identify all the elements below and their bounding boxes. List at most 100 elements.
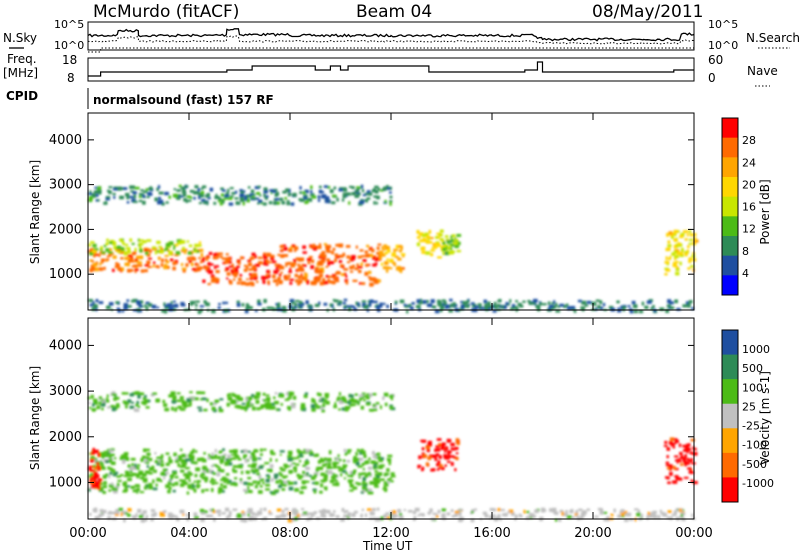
heatmap-cell	[333, 299, 339, 303]
heatmap-cell	[183, 198, 187, 202]
heatmap-cell	[686, 458, 690, 462]
heatmap-cell	[270, 405, 276, 410]
heatmap-cell	[211, 488, 214, 492]
heatmap-cell	[369, 282, 374, 287]
heatmap-cell	[98, 513, 102, 518]
heatmap-cell	[96, 482, 100, 487]
heatmap-cell	[288, 486, 294, 491]
heatmap-cell	[325, 462, 328, 466]
heatmap-cell	[282, 244, 286, 247]
heatmap-cell	[91, 260, 94, 263]
heatmap-cell	[245, 303, 249, 307]
heatmap-cell	[199, 305, 205, 308]
heatmap-cell	[270, 256, 275, 261]
heatmap-cell	[269, 189, 274, 192]
heatmap-cell	[251, 403, 254, 407]
heatmap-cell	[602, 303, 606, 307]
heatmap-cell	[441, 516, 447, 520]
heatmap-cell	[451, 234, 456, 238]
heatmap-cell	[288, 452, 293, 456]
heatmap-cell	[348, 305, 354, 308]
heatmap-cell	[315, 468, 319, 472]
heatmap-cell	[471, 511, 474, 514]
heatmap-cell	[686, 249, 689, 252]
heatmap-cell	[98, 189, 102, 193]
heatmap-cell	[610, 513, 614, 516]
heatmap-cell	[201, 259, 205, 263]
heatmap-cell	[350, 270, 354, 273]
heatmap-cell	[685, 443, 689, 447]
heatmap-cell	[383, 481, 388, 485]
power-colorbar-label: Power [dB]	[758, 179, 772, 244]
heatmap-cell	[160, 199, 164, 203]
heatmap-cell	[188, 256, 192, 260]
heatmap-cell	[275, 282, 279, 286]
heatmap-cell	[570, 306, 576, 309]
heatmap-cell	[181, 190, 187, 194]
heatmap-cell	[336, 197, 339, 202]
heatmap-cell	[374, 485, 379, 488]
heatmap-cell	[327, 262, 330, 267]
heatmap-cell	[417, 464, 420, 469]
heatmap-cell	[679, 235, 684, 239]
heatmap-cell	[647, 511, 651, 515]
heatmap-cell	[137, 238, 140, 242]
heatmap-cell	[91, 449, 96, 453]
heatmap-cell	[174, 476, 179, 479]
heatmap-cell	[466, 300, 470, 304]
heatmap-cell	[212, 472, 217, 475]
heatmap-cell	[240, 397, 244, 401]
heatmap-cell	[160, 454, 164, 458]
heatmap-cell	[159, 511, 165, 516]
heatmap-cell	[274, 489, 279, 492]
heatmap-cell	[317, 405, 322, 409]
heatmap-cell	[103, 201, 108, 205]
heatmap-cell	[336, 462, 340, 464]
heatmap-cell	[165, 247, 169, 251]
heatmap-cell	[246, 510, 251, 513]
heatmap-cell	[224, 194, 230, 198]
heatmap-cell	[450, 462, 454, 466]
heatmap-cell	[210, 279, 215, 283]
x-tick-label: 04:00	[170, 526, 207, 541]
heatmap-cell	[180, 483, 185, 487]
heatmap-cell	[364, 460, 369, 463]
heatmap-cell	[280, 254, 285, 258]
heatmap-cell	[269, 402, 273, 407]
heatmap-cell	[291, 462, 296, 465]
heatmap-cell	[294, 246, 299, 251]
heatmap-cell	[200, 517, 205, 522]
heatmap-cell	[88, 401, 91, 405]
heatmap-cell	[175, 251, 181, 255]
heatmap-cell	[165, 243, 171, 248]
heatmap-cell	[629, 309, 634, 314]
heatmap-cell	[551, 307, 555, 311]
heatmap-cell	[305, 279, 310, 283]
heatmap-cell	[282, 309, 287, 313]
heatmap-cell	[358, 476, 361, 479]
heatmap-cell	[342, 195, 347, 199]
heatmap-cell	[302, 464, 307, 467]
heatmap-cell	[291, 301, 295, 304]
heatmap-cell	[369, 408, 374, 412]
heatmap-cell	[429, 237, 434, 240]
heatmap-cell	[231, 392, 235, 397]
heatmap-cell	[330, 466, 333, 469]
heatmap-cell	[197, 188, 201, 192]
heatmap-cell	[673, 510, 677, 515]
heatmap-cell	[529, 516, 533, 519]
heatmap-cell	[450, 238, 454, 242]
heatmap-cell	[391, 515, 394, 518]
heatmap-cell	[393, 262, 397, 267]
heatmap-cell	[146, 253, 151, 257]
heatmap-cell	[122, 400, 127, 404]
heatmap-cell	[320, 407, 324, 410]
heatmap-cell	[668, 257, 672, 260]
heatmap-cell	[183, 461, 187, 465]
heatmap-cell	[133, 194, 136, 199]
heatmap-cell	[110, 448, 115, 451]
heatmap-cell	[320, 259, 326, 263]
heatmap-cell	[303, 194, 308, 198]
heatmap-cell	[262, 392, 266, 396]
heatmap-cell	[180, 186, 186, 190]
